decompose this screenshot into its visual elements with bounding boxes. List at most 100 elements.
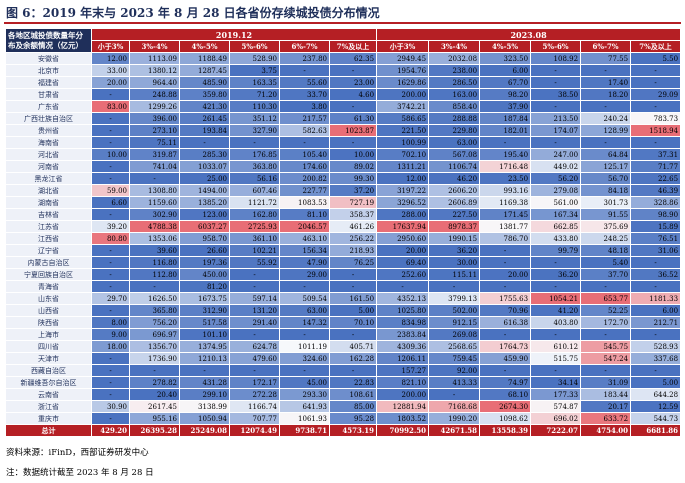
column-header: 5%-6% (530, 40, 582, 53)
value-cell: 45.00 (279, 376, 330, 389)
value-cell: 993.16 (479, 184, 532, 197)
value-cell: 17.40 (580, 76, 632, 89)
column-header: 7%及以上 (328, 40, 378, 53)
value-cell: 299.10 (179, 388, 230, 401)
province-cell: 西藏自治区 (5, 364, 92, 377)
value-cell: 1181.33 (630, 292, 682, 305)
table-row: 浙江省 30.90 2617.45 3138.99 1166.74 641.93 85.00… (5, 400, 682, 413)
value-cell: 176.85 (229, 148, 280, 161)
value-cell: 33.70 (279, 88, 330, 101)
table-row: 海南省 -75.11- - - -100.99 63.00- - - - (5, 136, 682, 149)
value-cell: 544.73 (630, 412, 682, 425)
value-cell: 77.55 (580, 52, 632, 65)
column-header: 4%-5% (179, 40, 230, 53)
value-cell: 662.85 (530, 220, 582, 233)
province-cell: 浙江省 (5, 400, 92, 413)
value-cell: 607.46 (229, 184, 280, 197)
value-cell: 9.00 (91, 328, 130, 341)
value-cell: 6.00 (630, 304, 682, 317)
value-cell: 502.00 (428, 304, 481, 317)
value-cell: - (91, 376, 130, 389)
value-cell: 359.80 (179, 88, 230, 101)
value-cell: 238.00 (428, 64, 481, 77)
value-cell: - (328, 100, 378, 113)
value-cell: 213.50 (530, 112, 582, 125)
total-value-cell: 70992.50 (376, 424, 430, 437)
value-cell: - (630, 76, 682, 89)
value-cell: 547.24 (580, 352, 632, 365)
value-cell: 696.97 (129, 328, 180, 341)
value-cell: - (328, 280, 378, 293)
value-cell: 37.90 (479, 100, 532, 113)
value-cell: 70.10 (328, 316, 378, 329)
total-value-cell: 13558.39 (479, 424, 532, 437)
table-row: 内蒙古自治区 -116.80 197.36 55.92 47.90 76.25 69.40 3… (5, 256, 682, 269)
value-cell: 786.70 (479, 232, 532, 245)
value-cell: 363.80 (229, 160, 280, 173)
value-cell: 252.60 (376, 268, 430, 281)
value-cell: 37.70 (580, 268, 632, 281)
value-cell: - (630, 100, 682, 113)
value-cell: 46.39 (630, 184, 682, 197)
value-cell: 71.20 (229, 88, 280, 101)
value-cell: 39.60 (129, 244, 180, 257)
value-cell: 1716.48 (479, 160, 532, 173)
value-cell: 1083.53 (279, 196, 330, 209)
value-cell: 108.61 (328, 388, 378, 401)
value-cell: 1626.50 (129, 292, 180, 305)
value-cell: 18.00 (91, 340, 130, 353)
value-cell: 99.30 (328, 172, 378, 185)
value-cell: - (91, 388, 130, 401)
value-cell: 517.58 (179, 316, 230, 329)
value-cell: 7168.68 (428, 400, 481, 413)
value-cell: 100.99 (376, 136, 430, 149)
value-cell: 187.84 (479, 112, 532, 125)
value-cell: 2046.57 (279, 220, 330, 233)
value-cell: 783.73 (630, 112, 682, 125)
value-cell: 1169.38 (479, 196, 532, 209)
province-cell: 福建省 (5, 76, 92, 89)
value-cell: 171.45 (479, 208, 532, 221)
value-cell: 1159.60 (129, 196, 180, 209)
value-cell: 36.20 (530, 268, 582, 281)
total-value-cell: 12074.49 (229, 424, 280, 437)
value-cell: 610.12 (530, 340, 582, 353)
value-cell: 3296.52 (376, 196, 430, 209)
value-cell: - (479, 244, 532, 257)
value-cell: 2032.08 (428, 52, 481, 65)
value-cell: 273.10 (129, 124, 180, 137)
value-cell: - (580, 364, 632, 377)
value-cell: 1299.26 (129, 100, 180, 113)
value-cell: 756.20 (129, 316, 180, 329)
value-cell: 1054.21 (530, 292, 582, 305)
province-cell: 广西壮族自治区 (5, 112, 92, 125)
total-label: 总计 (5, 424, 92, 437)
province-cell: 四川省 (5, 340, 92, 353)
value-cell: 3197.22 (376, 184, 430, 197)
value-cell: 1380.12 (129, 64, 180, 77)
value-cell: - (530, 136, 582, 149)
value-cell: 644.28 (630, 388, 682, 401)
value-cell: 1629.86 (376, 76, 430, 89)
table-row: 青海省 - -81.20- - - - - - - - - (5, 280, 682, 293)
value-cell: 182.01 (479, 124, 532, 137)
total-value-cell: 4573.19 (328, 424, 378, 437)
province-cell: 吉林省 (5, 208, 92, 221)
table-row: 西藏自治区 - - - - - -157.27 92.00- - - - (5, 364, 682, 377)
value-cell: - (229, 136, 280, 149)
value-cell: 633.72 (580, 412, 632, 425)
value-cell: 92.00 (428, 364, 481, 377)
table-row: 新疆维吾尔自治区 -278.82 431.28 172.17 45.00 22.83 821… (5, 376, 682, 389)
value-cell: 221.50 (376, 124, 430, 137)
value-cell: 288.00 (376, 208, 430, 221)
value-cell: 115.11 (428, 268, 481, 281)
value-cell: - (479, 280, 532, 293)
value-cell: 22.65 (630, 172, 682, 185)
value-cell: - (630, 64, 682, 77)
value-cell: - (479, 256, 532, 269)
value-cell: 616.38 (479, 316, 532, 329)
value-cell: - (91, 88, 130, 101)
value-cell: - (229, 328, 280, 341)
value-cell: 4.60 (328, 88, 378, 101)
value-cell: 449.02 (530, 160, 582, 173)
